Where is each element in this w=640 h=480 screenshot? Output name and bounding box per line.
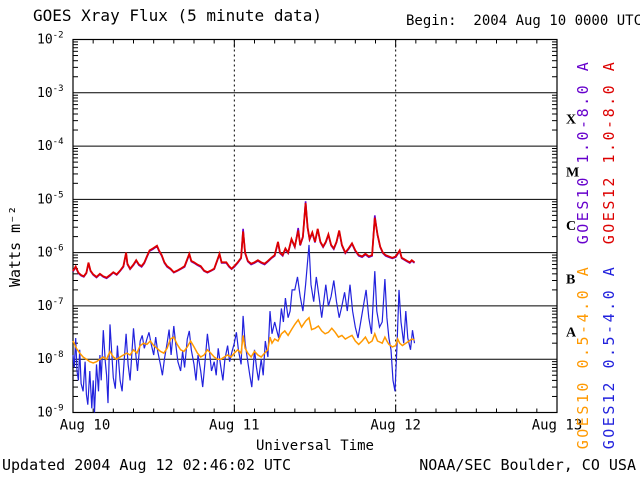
- legend-labels: GOES10 1.0-8.0 A GOES12 1.0-8.0 A GOES12 0…: [574, 60, 618, 450]
- flux-class-X: X: [566, 112, 576, 127]
- y-tick-label: 10-6: [37, 244, 64, 261]
- y-tick-label: 10-4: [37, 137, 64, 154]
- begin-timestamp: Begin: 2004 Aug 10 0000 UTC: [406, 13, 640, 29]
- y-tick-label: 10-9: [37, 404, 64, 421]
- page-title: GOES Xray Flux (5 minute data): [33, 6, 322, 25]
- day-label: Aug 10: [60, 418, 111, 434]
- series-line-goes12-0-5-4-0-a: [72, 244, 416, 413]
- x-tick-labels: Aug 10 Aug 11 Aug 12 Aug 13: [60, 418, 583, 434]
- x-axis-title: Universal Time: [255, 438, 374, 454]
- flux-class-C: C: [566, 219, 576, 234]
- y-tick-label: 10-7: [37, 297, 64, 314]
- time-ticks: [72, 39, 558, 413]
- day-label: Aug 11: [209, 418, 260, 434]
- decade-gridlines: [73, 92, 557, 360]
- legend-label-goes10-0-5-4-0-a: GOES10 0.5-4.0 A: [574, 265, 592, 450]
- y-tick-label: 10-3: [37, 84, 64, 101]
- y-axis-title: Watts m⁻²: [6, 205, 24, 287]
- y-tick-label: 10-8: [37, 350, 64, 367]
- series-line-goes10-0-5-4-0-a: [72, 316, 415, 364]
- plot-frame: [72, 38, 558, 414]
- legend-label-goes10-1-0-8-0-a: GOES10 1.0-8.0 A: [574, 60, 592, 245]
- legend-label-goes12-1-0-8-0-a: GOES12 1.0-8.0 A: [600, 60, 618, 245]
- series-line-goes12-1-0-8-0-a: [72, 203, 416, 279]
- updated-timestamp: Updated 2004 Aug 12 02:46:02 UTC: [2, 456, 291, 474]
- source-credit: NOAA/SEC Boulder, CO USA: [419, 456, 636, 474]
- day-label: Aug 12: [370, 418, 421, 434]
- series-lines: [72, 201, 416, 413]
- y-tick-labels: 10-2 10-3 10-4 10-5 10-6 10-7 10-8 10-9: [37, 31, 64, 421]
- flux-class-letters: X M C B A: [566, 112, 579, 340]
- day-boundary-lines: [233, 39, 397, 413]
- flux-class-B: B: [566, 272, 575, 287]
- day-label: Aug 13: [532, 418, 583, 434]
- y-tick-label: 10-5: [37, 190, 64, 207]
- legend-label-goes12-0-5-4-0-a: GOES12 0.5-4.0 A: [600, 265, 618, 450]
- flux-class-A: A: [566, 326, 577, 341]
- log-minor-ticks: [73, 41, 557, 397]
- flux-class-M: M: [566, 166, 579, 181]
- y-tick-label: 10-2: [37, 31, 64, 48]
